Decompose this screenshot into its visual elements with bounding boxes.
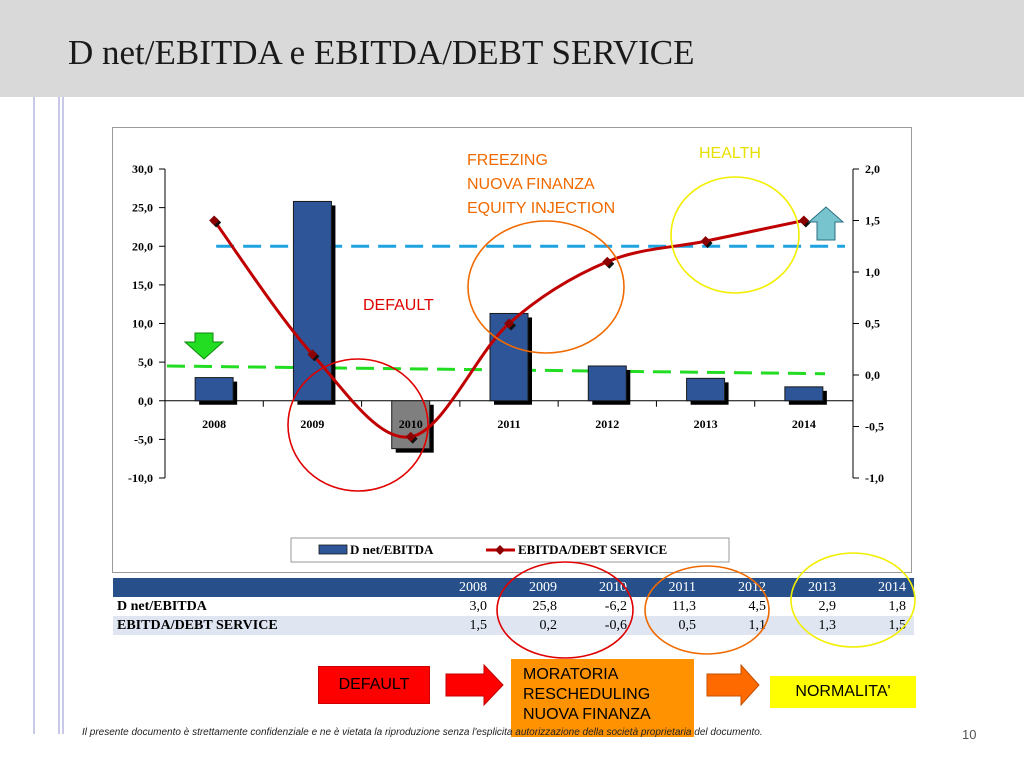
table-header-year: 2013: [808, 579, 836, 595]
y-left-tick-label: -10,0: [128, 471, 153, 485]
x-tick-label: 2012: [595, 417, 619, 431]
y-left-tick-label: 0,0: [138, 394, 153, 408]
table-cell: -6,2: [604, 598, 627, 614]
y-right-tick-label: 1,0: [865, 265, 880, 279]
legend-label: D net/EBITDA: [350, 542, 434, 557]
normalita-box: NORMALITA': [770, 676, 916, 708]
legend: D net/EBITDA EBITDA/DEBT SERVICE: [290, 537, 730, 563]
flow-arrow-icon: [706, 663, 760, 707]
page-number: 10: [962, 727, 977, 742]
x-tick-label: 2008: [202, 417, 226, 431]
y-right-tick-label: -0,5: [865, 420, 884, 434]
line-point: [700, 236, 711, 247]
line-point: [504, 318, 514, 329]
bar: [686, 377, 726, 402]
table-header-year: 2009: [528, 579, 557, 595]
x-tick-label: 2009: [300, 417, 324, 431]
table-header-year: 2011: [668, 579, 697, 595]
table-cell: 1,1: [748, 617, 767, 633]
page-title: D net/EBITDA e EBITDA/DEBT SERVICE: [68, 33, 695, 72]
legend-label: EBITDA/DEBT SERVICE: [518, 542, 667, 557]
line-point: [798, 215, 809, 226]
down-arrow-icon: [183, 332, 225, 360]
table-cell: 1,5: [888, 617, 907, 633]
title-bar: [0, 0, 1024, 97]
rescheduling-line: RESCHEDULING: [523, 686, 651, 703]
moratoria-box: MORATORIA RESCHEDULING NUOVA FINANZA: [511, 659, 694, 737]
freezing-circle: [467, 220, 625, 354]
y-left-tick-label: 30,0: [132, 162, 153, 176]
table-header-label: [113, 578, 425, 597]
table-cell: 1,3: [818, 617, 837, 633]
data-table: 2008 2009 2010 2011 2012 2013 2014 D net…: [113, 578, 914, 635]
y-right-tick-label: 1,5: [865, 214, 880, 228]
table-cell: 25,8: [532, 598, 557, 614]
table-cell: 11,3: [672, 598, 697, 614]
bar: [587, 365, 627, 402]
moratoria-line: MORATORIA: [523, 666, 619, 683]
annotation-label: EQUITY INJECTION: [467, 200, 615, 217]
combo-chart: 30,0 25,0 20,0 15,0 10,0 5,0 0,0 -5,0 -10,0 2,0 1,…: [128, 145, 884, 563]
line-point: [209, 215, 220, 226]
x-tick-label: 2010: [399, 417, 423, 431]
bar: [194, 377, 234, 402]
x-tick-label: 2013: [694, 417, 718, 431]
annotation-label: NUOVA FINANZA: [467, 176, 595, 193]
table-cell: 1,5: [469, 617, 487, 633]
table-header-year: 2014: [878, 579, 906, 595]
line-point: [602, 256, 613, 267]
y-left-tick-label: 10,0: [132, 317, 153, 331]
table-cell: 3,0: [469, 598, 487, 614]
line-point: [405, 431, 416, 442]
table-cell: 0,2: [539, 617, 557, 633]
y-right-tick-label: 0,5: [865, 317, 880, 331]
table-cell: 0,5: [678, 617, 697, 633]
footer-disclaimer: Il presente documento è strettamente con…: [82, 727, 763, 738]
x-tick-label: 2011: [497, 417, 520, 431]
table-cell: 1,8: [888, 598, 907, 614]
y-right-tick-label: -1,0: [865, 471, 884, 485]
table-row-label: EBITDA/DEBT SERVICE: [117, 617, 278, 633]
table-header-year: 2012: [738, 579, 767, 595]
flow-arrow-icon: [445, 663, 504, 707]
bar: [784, 386, 824, 402]
x-tick-label: 2014: [792, 417, 816, 431]
left-decor-line: [62, 97, 64, 734]
y-left-tick-label: 25,0: [132, 201, 153, 215]
annotation-label: FREEZING: [467, 152, 548, 169]
left-decor-line: [58, 97, 60, 734]
table-row-label: D net/EBITDA: [117, 598, 207, 614]
annotation-label: HEALTH: [699, 145, 761, 162]
table-header-year: 2010: [598, 579, 627, 595]
left-decor-line: [33, 97, 35, 734]
y-left-tick-label: 5,0: [138, 355, 153, 369]
y-right-tick-label: 0,0: [865, 368, 880, 382]
chart-frame: 30,0 25,0 20,0 15,0 10,0 5,0 0,0 -5,0 -10,0 2,0 1,…: [112, 127, 912, 573]
default-circle: [287, 358, 429, 492]
table-row: D net/EBITDA 3,0 25,8 -6,2 11,3 4,5 2,9 …: [113, 597, 914, 616]
y-left-tick-label: 15,0: [132, 278, 153, 292]
table-header-year: 2008: [458, 579, 487, 595]
annotation-label: DEFAULT: [363, 297, 434, 314]
legend-bar-swatch: [318, 544, 348, 555]
table-cell: -0,6: [604, 617, 627, 633]
health-circle: [670, 176, 800, 294]
legend-marker-swatch: [495, 545, 505, 555]
table-row: EBITDA/DEBT SERVICE 1,5 0,2 -0,6 0,5 1,1…: [113, 616, 914, 635]
table-cell: 2,9: [818, 598, 837, 614]
line-point: [307, 349, 318, 360]
table-cell: 4,5: [748, 598, 767, 614]
nuova-finanza-line: NUOVA FINANZA: [523, 706, 651, 723]
default-box: DEFAULT: [318, 666, 430, 704]
y-left-tick-label: -5,0: [134, 432, 153, 446]
up-arrow-icon: [807, 206, 845, 241]
y-left-tick-label: 20,0: [132, 239, 153, 253]
table-header-row: 2008 2009 2010 2011 2012 2013 2014: [113, 578, 914, 597]
y-right-tick-label: 2,0: [865, 162, 880, 176]
